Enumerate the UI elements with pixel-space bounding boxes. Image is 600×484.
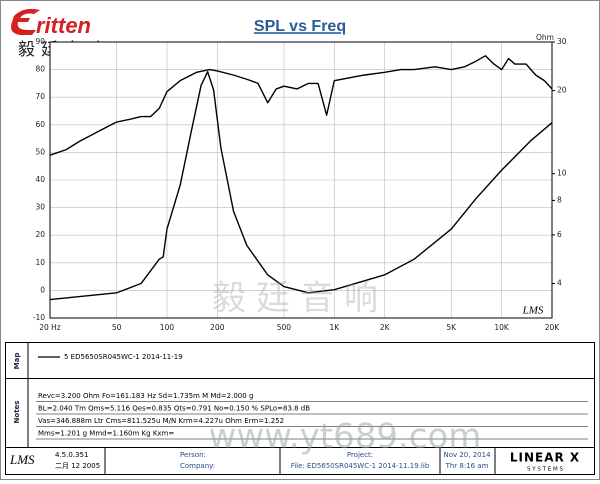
- x-tick-label: 50: [112, 323, 122, 332]
- y-tick-label: -10: [33, 313, 45, 322]
- map-entry: 5 ED5650SR045WC-1 2014-11-19: [64, 353, 183, 361]
- note-line: Vas=346.888m Ltr Cms=811.525u M/N Krm=4.…: [38, 417, 284, 425]
- x-tick-label: 500: [277, 323, 292, 332]
- y2-tick-label: 10: [557, 169, 567, 178]
- x-tick-label: 10K: [494, 323, 510, 332]
- note-line: BL=2.040 Tm Qms=5.116 Qes=0.835 Qts=0.79…: [38, 405, 310, 413]
- x-tick-label: 1K: [329, 323, 340, 332]
- x-tick-label: 20 Hz: [39, 323, 61, 332]
- x-tick-label: 5K: [446, 323, 457, 332]
- y-tick-label: 90: [35, 37, 45, 46]
- map-label: Map: [13, 353, 21, 370]
- y-tick-label: 30: [35, 203, 45, 212]
- x-tick-label: 100: [160, 323, 175, 332]
- x-tick-label: 20K: [545, 323, 561, 332]
- date: Nov 20, 2014: [443, 451, 491, 459]
- website-watermark: www.yt689.com: [209, 417, 482, 457]
- y-tick-label: 80: [35, 65, 45, 74]
- y2-tick-label: 6: [557, 230, 562, 239]
- notes-label: Notes: [13, 401, 21, 424]
- file: File: ED5650SR045WC-1 2014-11.19.lib: [291, 462, 430, 470]
- x-tick-label: 200: [210, 323, 225, 332]
- chart-title: SPL vs Freq: [254, 18, 346, 35]
- plot-border: [49, 41, 553, 319]
- person: Person:: [180, 451, 206, 459]
- info-frame: [5, 342, 595, 475]
- notes-lines: Revc=3.200 Ohm Fo=161.183 Hz Sd=1.735m M…: [36, 392, 588, 440]
- x-tick-label: 2K: [380, 323, 391, 332]
- y-tick-label: 70: [35, 92, 45, 101]
- y2-tick-label: 4: [557, 279, 562, 288]
- data-line: [49, 55, 553, 156]
- y2-tick-label: 8: [557, 195, 562, 204]
- y2-tick-label: 20: [557, 86, 567, 95]
- vendor-sub: S Y S T E M S: [527, 467, 563, 473]
- y-tick-label: 10: [35, 258, 45, 267]
- data-line: [49, 71, 553, 301]
- y2-tick-label: 30: [557, 37, 567, 46]
- y-tick-label: 50: [35, 147, 45, 156]
- y-tick-label: 20: [35, 230, 45, 239]
- note-line: Revc=3.200 Ohm Fo=161.183 Hz Sd=1.735m M…: [38, 392, 253, 400]
- logo-text: ritten: [36, 13, 91, 38]
- build-date: 二月 12 2005: [55, 462, 100, 470]
- note-line: Mms=1.201 g Mmd=1.160m Kg Kxm=: [38, 430, 174, 438]
- y-tick-label: 60: [35, 120, 45, 129]
- vendor: LINEAR X: [510, 451, 580, 465]
- company: Company:: [180, 462, 215, 470]
- software-mark: LMS: [522, 305, 544, 317]
- footer-logo: LMS: [9, 452, 35, 467]
- project: Project:: [347, 451, 373, 459]
- plot-area: 20 Hz 50 100 200 500 1K 2K 5K 10K 20K -10 0 10 20 30 40…: [33, 37, 567, 332]
- watermark: 毅廷音响: [212, 279, 388, 319]
- y-tick-label: 40: [35, 175, 45, 184]
- time: Thr 8:16 am: [445, 462, 489, 470]
- y-tick-label: 0: [40, 285, 45, 294]
- version: 4.5.0.351: [55, 451, 88, 459]
- y2-axis-label: Ohm: [536, 33, 554, 42]
- logo-mark: [11, 8, 40, 35]
